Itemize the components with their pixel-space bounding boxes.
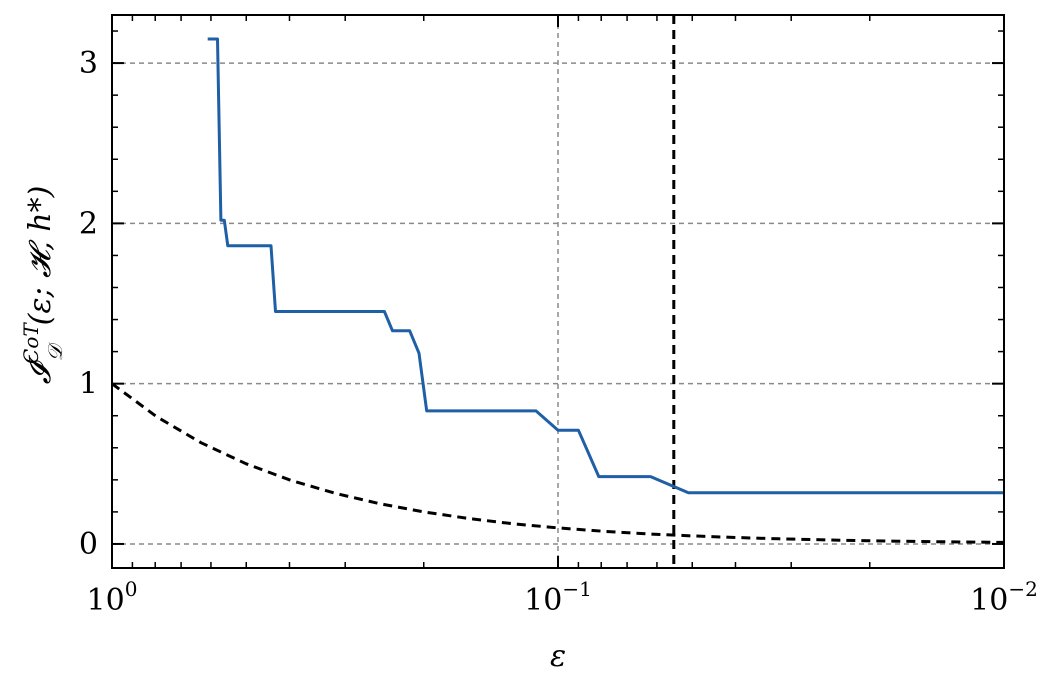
y-tick-label-1: 1	[79, 367, 98, 402]
x-tick-label-1: 10−1	[524, 577, 592, 618]
x-tick-label-2: 10−2	[970, 577, 1038, 618]
plot-frame	[111, 14, 1005, 569]
y-axis-label: 𝓘CoT𝒟(ε; 𝓗, h*)	[19, 186, 67, 385]
y-label-args: (ε; 𝓗, h*)	[23, 186, 58, 326]
y-tick-labels: 0 1 2 3	[79, 46, 98, 562]
x-axis-label: ε	[550, 639, 566, 674]
grid-lines	[111, 15, 1005, 568]
y-tick-label-2: 2	[79, 206, 98, 241]
x-tick-label-0: 100	[87, 577, 138, 618]
x-tick-labels: 100 10−1 10−2	[87, 577, 1038, 618]
y-tick-label-3: 3	[79, 46, 98, 81]
series-group	[111, 15, 1005, 568]
series-line-1	[111, 382, 1005, 544]
y-label-superscript: CoT	[19, 322, 43, 364]
series-line-0	[207, 37, 1004, 495]
y-label-subscript: 𝒟	[43, 341, 67, 361]
y-tick-label-0: 0	[79, 527, 98, 562]
